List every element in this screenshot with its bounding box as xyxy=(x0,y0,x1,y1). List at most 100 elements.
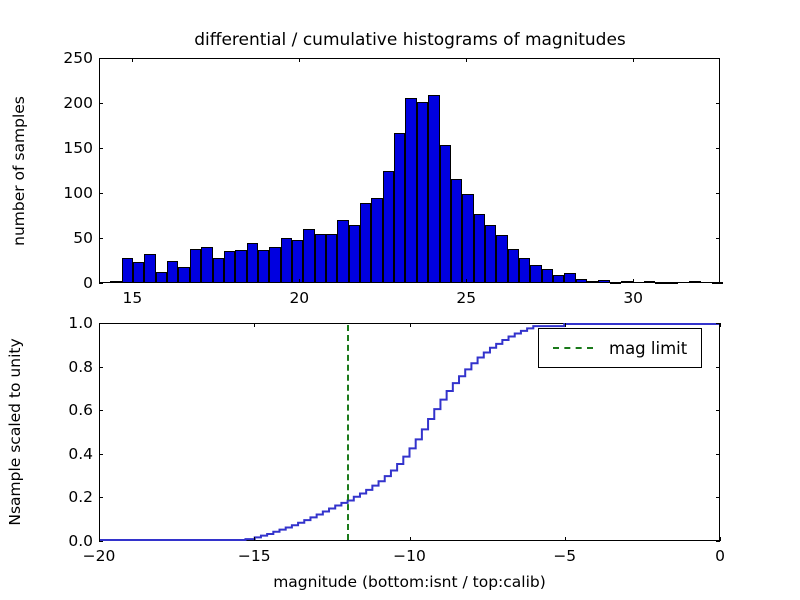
cumulative-x-tick xyxy=(564,537,566,541)
cumulative-x-tick xyxy=(409,537,411,541)
histogram-y-ticklabel: 150 xyxy=(63,139,93,157)
cumulative-y-axis-label: Nsample scaled to unity xyxy=(6,338,24,526)
histogram-bar xyxy=(314,233,327,283)
histogram-bar xyxy=(439,145,451,283)
histogram-y-ticklabel: 250 xyxy=(63,49,93,67)
histogram-x-ticklabel: 25 xyxy=(456,289,477,307)
histogram-bar xyxy=(609,282,622,285)
histogram-bar xyxy=(598,280,610,283)
histogram-bar xyxy=(223,250,236,283)
histogram-bar xyxy=(655,282,667,285)
histogram-y-axis-label: number of samples xyxy=(10,95,28,246)
histogram-x-tick xyxy=(633,58,635,62)
histogram-x-tick xyxy=(299,279,301,283)
histogram-y-tick xyxy=(716,103,720,104)
histogram-y-tick xyxy=(716,283,720,284)
histogram-y-ticklabel: 200 xyxy=(63,94,93,112)
histogram-bar xyxy=(462,193,474,283)
histogram-bar xyxy=(178,266,190,283)
cumulative-y-tick xyxy=(99,366,103,368)
histogram-bar xyxy=(621,281,633,284)
cumulative-y-tick xyxy=(99,323,103,324)
histogram-x-tick xyxy=(132,279,134,283)
histogram-bar xyxy=(337,220,349,283)
histogram-bar xyxy=(530,265,542,283)
cumulative-x-ticklabel: −15 xyxy=(237,547,271,565)
histogram-x-tick xyxy=(633,279,635,283)
legend-label-mag-limit: mag limit xyxy=(609,338,688,358)
histogram-x-ticklabel: 20 xyxy=(289,289,310,307)
histogram-bar xyxy=(110,281,122,284)
cumulative-y-tick xyxy=(716,410,720,412)
cumulative-y-tick xyxy=(716,541,720,542)
histogram-y-tick xyxy=(99,193,103,194)
histogram-bar xyxy=(507,248,519,283)
figure-title: differential / cumulative histograms of … xyxy=(194,30,626,50)
histogram-x-tick xyxy=(466,279,468,283)
histogram-bar xyxy=(541,268,554,283)
histogram-y-ticklabel: 100 xyxy=(63,184,93,202)
cumulative-x-tick xyxy=(564,323,566,327)
cumulative-y-ticklabel: 1.0 xyxy=(68,314,93,332)
histogram-bar xyxy=(326,234,338,283)
histogram-bar xyxy=(473,213,485,283)
histogram-y-tick xyxy=(99,238,103,239)
histogram-bar xyxy=(189,248,202,283)
histogram-bar xyxy=(450,178,463,283)
histogram-bar xyxy=(212,257,224,283)
legend-box: mag limit xyxy=(538,328,703,368)
cumulative-y-ticklabel: 0.8 xyxy=(68,357,93,376)
histogram-bar xyxy=(519,257,531,283)
cumulative-x-ticklabel: −5 xyxy=(553,547,577,565)
cumulative-x-tick xyxy=(720,537,721,541)
histogram-x-tick xyxy=(132,58,134,62)
cumulative-y-ticklabel: 0.0 xyxy=(68,532,93,550)
cumulative-y-tick xyxy=(99,541,103,542)
cumulative-x-tick xyxy=(254,323,256,327)
cumulative-x-ticklabel: 0 xyxy=(715,547,725,565)
histogram-x-ticklabel: 15 xyxy=(122,289,143,307)
histogram-y-tick xyxy=(716,58,720,59)
histogram-bar xyxy=(666,282,678,285)
histogram-y-tick xyxy=(716,238,720,239)
histogram-bar xyxy=(246,243,258,283)
histogram-x-tick xyxy=(466,58,468,62)
histogram-y-tick xyxy=(99,58,103,59)
histogram-bar xyxy=(428,94,440,283)
histogram-bar xyxy=(291,239,304,283)
histogram-bar xyxy=(575,278,588,283)
cumulative-y-tick xyxy=(99,410,103,412)
histogram-y-tick xyxy=(716,148,720,149)
cumulative-x-tick xyxy=(409,323,411,327)
histogram-bar xyxy=(303,229,315,283)
cumulative-y-tick xyxy=(99,497,103,499)
x-axis-label: magnitude (bottom:isnt / top:calib) xyxy=(273,573,546,591)
histogram-bar xyxy=(280,238,292,283)
histogram-y-ticklabel: 50 xyxy=(73,229,93,247)
histogram-bar xyxy=(144,254,156,283)
histogram-bar xyxy=(201,247,213,283)
cumulative-y-tick xyxy=(99,453,103,455)
cumulative-y-ticklabel: 0.6 xyxy=(68,401,93,420)
cumulative-x-tick xyxy=(99,323,100,327)
cumulative-x-ticklabel: −20 xyxy=(82,547,116,565)
histogram-bar xyxy=(394,132,406,283)
histogram-bar xyxy=(133,262,145,283)
histogram-bar xyxy=(553,274,565,283)
histogram-bar xyxy=(484,225,497,283)
cumulative-y-tick xyxy=(716,453,720,455)
histogram-bar xyxy=(643,281,656,284)
cumulative-y-tick xyxy=(716,366,720,368)
histogram-bar xyxy=(167,260,179,283)
cumulative-y-ticklabel: 0.2 xyxy=(68,488,93,507)
cumulative-x-ticklabel: −10 xyxy=(393,547,426,565)
histogram-bar xyxy=(348,225,361,283)
histogram-bar xyxy=(496,235,508,283)
histogram-x-tick xyxy=(299,58,301,62)
cumulative-y-tick xyxy=(716,497,720,499)
histogram-bar xyxy=(405,97,417,283)
histogram-bar xyxy=(269,247,281,283)
histogram-bar xyxy=(382,171,395,283)
cumulative-x-tick xyxy=(720,323,721,327)
histogram-y-tick xyxy=(716,193,720,194)
